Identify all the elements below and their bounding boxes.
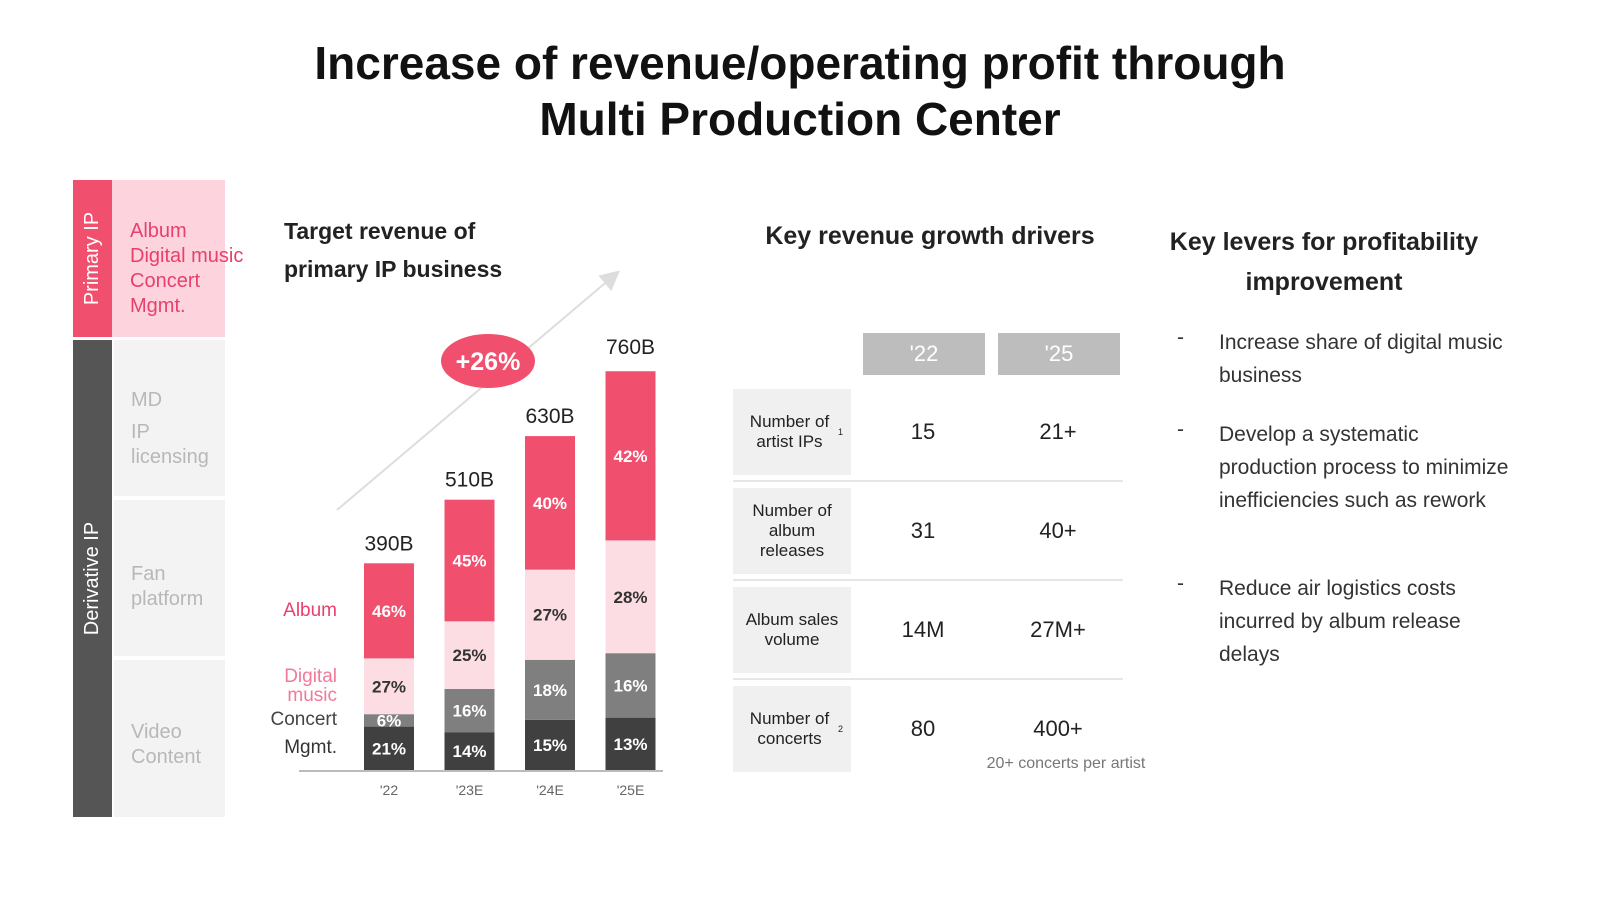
segment-label: 28% [613,588,647,607]
x-tick-label: '24E [536,782,564,798]
primary-strip: Primary IP [73,180,112,337]
bar-segment [364,658,414,715]
lever-item: Reduce air logistics costs incurred by a… [1219,577,1461,666]
segment-label: 21% [372,739,406,758]
segment-label: 6% [377,711,402,730]
segment-label: 40% [533,494,567,513]
segment-label: 27% [372,677,406,696]
derivative-item: Fan platform [131,563,204,610]
row-label-text: Album sales volume [745,610,839,649]
x-tick-label: '22 [380,782,398,798]
bar-segment [444,499,495,622]
segment-label: 13% [613,735,647,754]
table-cell: 21+ [1039,419,1077,444]
derivative-box [114,340,225,496]
derivative-item: IP licensing [131,421,209,468]
table-cell: 40+ [1039,518,1077,543]
table-cell: 31 [910,518,936,543]
bar-segment [525,436,575,570]
lever-item: Increase share of digital music business [1219,331,1503,387]
table-cell: 80 [910,716,936,741]
chart-title: Target revenue of primary IP business [284,218,503,282]
row-label: Number of artist IPs 1 [733,389,851,475]
lever-item: Develop a systematic production process … [1219,423,1509,512]
total-label: 390B [364,532,413,555]
title-line: Multi Production Center [539,93,1061,145]
x-tick-label: '25E [617,782,645,798]
total-label: 630B [525,405,574,428]
segment-label: 14% [452,742,486,761]
total-label: 760B [606,336,655,359]
segment-label: 45% [452,552,486,571]
bar-segment [364,563,414,659]
legend-label: Album [283,599,337,621]
bar-segment [525,659,575,720]
row-separator [733,579,1123,581]
primary-item: Mgmt. [130,295,186,317]
column-header: '22 [863,333,985,375]
primary-item: Album [130,220,187,242]
segment-label: 25% [452,646,486,665]
legend-label: Concert [270,709,337,731]
drivers-note: 20+ concerts per artist [986,755,1146,772]
row-label: Number of album releases [733,488,851,574]
bar-segment [605,717,656,770]
row-label-text: Number of album releases [752,501,832,560]
table-cell: 15 [910,419,936,444]
bullet-dash: - [1177,326,1184,349]
levers-title: Key levers for profitability improvement [1169,228,1479,296]
bar-segment [364,726,414,770]
derivative-strip: Derivative IP [73,340,112,817]
row-separator [733,480,1123,482]
derivative-item: MD [131,389,163,411]
row-label: Album sales volume [733,587,851,673]
legend-label: Digital music [284,666,337,707]
column-header: '25 [998,333,1120,375]
row-label: Number of concerts 2 [733,686,851,772]
total-label: 510B [445,469,494,492]
bar-segment [525,719,575,770]
row-separator [733,678,1123,680]
table-cell: 27M+ [1030,617,1086,642]
drivers-title: Key revenue growth drivers [765,222,1095,250]
segment-label: 15% [533,736,567,755]
primary-box [112,180,225,337]
bullet-dash: - [1177,418,1184,441]
growth-arrow [336,270,621,511]
row-label-text: Number of artist IPs [749,412,830,451]
segment-label: 18% [533,681,567,700]
segment-label: 46% [372,602,406,621]
segment-label: 16% [613,676,647,695]
x-tick-label: '23E [456,782,484,798]
table-cell: 400+ [1033,716,1083,741]
annotation: +26% [456,348,521,376]
bar-segment [444,688,495,733]
bar-segment [444,621,495,689]
bar-segment [525,569,575,660]
segment-label: 42% [613,447,647,466]
footnote-mark: 1 [837,427,843,437]
annotation-bubble [441,334,535,388]
derivative-item: Video Content [131,721,202,768]
legend-label: Mgmt. [284,737,337,759]
segment-label: 16% [452,702,486,721]
segment-label: 27% [533,606,567,625]
primary-item: Digital music [130,245,244,267]
bar-segment [605,540,656,654]
table-cell: 14M [901,617,945,642]
bar-segment [605,653,656,718]
title-line: Increase of revenue/operating profit thr… [314,37,1286,89]
bar-segment [605,371,656,541]
bar-segment [364,714,414,727]
primary-item: Concert [130,270,201,292]
derivative-box [114,660,225,817]
footnote-mark: 2 [837,724,843,734]
bar-segment [444,732,495,770]
row-label-text: Number of concerts [749,709,830,748]
bullet-dash: - [1177,572,1184,595]
derivative-box [114,500,225,656]
